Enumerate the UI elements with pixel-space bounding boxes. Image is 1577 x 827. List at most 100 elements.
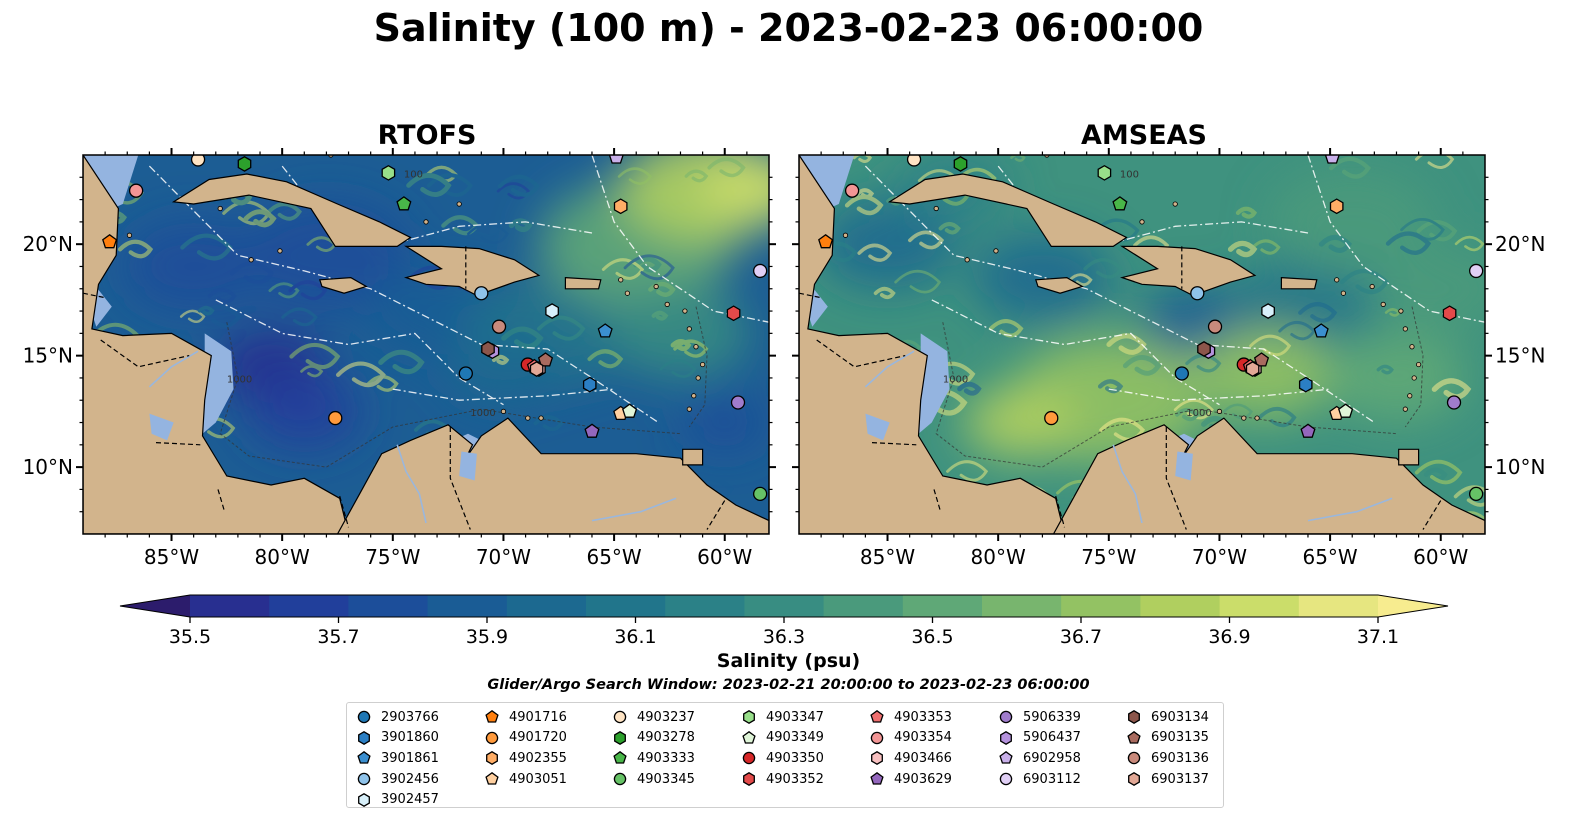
circle-marker-icon bbox=[870, 731, 884, 745]
map-panel-amseas: 1000 1000 100 85°W 80°W 75°W 70°W 65°W 60°W 20°N 1… bbox=[792, 148, 1545, 569]
float-marker-6903112 bbox=[752, 263, 768, 279]
colorbar-bin bbox=[823, 595, 904, 617]
colorbar-tick-label: 35.9 bbox=[466, 626, 508, 648]
float-marker-2903766 bbox=[1174, 366, 1189, 381]
island bbox=[964, 257, 970, 263]
lon-tick-label: 65°W bbox=[1302, 545, 1357, 569]
island bbox=[624, 290, 630, 296]
legend-item-3901860: 3901860 bbox=[355, 728, 439, 749]
legend-marker-3901860 bbox=[358, 730, 370, 745]
legend-label: 5906437 bbox=[1023, 730, 1081, 746]
lat-tick-label: 15°N bbox=[1495, 344, 1545, 368]
island bbox=[1380, 301, 1386, 307]
legend-item-6903134: 6903134 bbox=[1125, 707, 1209, 728]
legend-label: 4901720 bbox=[509, 730, 567, 746]
legend-marker-4903354 bbox=[870, 731, 884, 745]
float-marker-4903345 bbox=[752, 486, 768, 502]
colorbar-bin bbox=[427, 595, 508, 617]
island bbox=[664, 301, 670, 307]
float-marker-4903629 bbox=[1300, 423, 1316, 438]
legend-label: 3901861 bbox=[381, 750, 439, 766]
country-border bbox=[1055, 495, 1066, 528]
island bbox=[1340, 290, 1346, 296]
lat-tick-label: 10°N bbox=[1495, 455, 1545, 479]
land-south-america bbox=[1052, 417, 1485, 534]
bathymetry-contours bbox=[219, 306, 708, 468]
hexagon-marker-icon bbox=[1128, 772, 1140, 787]
legend-label: 6903135 bbox=[1151, 730, 1209, 746]
legend-label: 4903333 bbox=[637, 750, 695, 766]
legend-label: 4903350 bbox=[766, 750, 824, 766]
float-marker-3901860 bbox=[1298, 376, 1313, 393]
legend-label: 4903237 bbox=[637, 709, 695, 725]
float-marker-4903278 bbox=[953, 156, 968, 172]
legend-marker-2903766 bbox=[357, 711, 371, 724]
pentagon-marker-icon bbox=[485, 710, 499, 723]
float-marker-6903135 bbox=[537, 352, 554, 367]
lake-maracaibo bbox=[1175, 451, 1193, 481]
land-hispaniola bbox=[1119, 245, 1257, 297]
colorbar-bin bbox=[348, 595, 429, 617]
map-panel-rtofs: 1000 1000 100 85°W 80°W 75°W 70°W 65°W 60°W 20°N 1… bbox=[23, 148, 776, 569]
float-marker-3901861 bbox=[1313, 323, 1329, 338]
island bbox=[1411, 375, 1417, 381]
float-marker-6903134 bbox=[481, 341, 495, 357]
map-frame bbox=[798, 154, 1486, 535]
legend-item-4903354: 4903354 bbox=[868, 728, 952, 749]
legend-column: 2903766 3901860 3901861 3902456 3902457 bbox=[355, 707, 439, 810]
map-ticks bbox=[76, 148, 776, 541]
figure-title: Salinity (100 m) - 2023-02-23 06:00:00 bbox=[373, 6, 1204, 50]
legend-item-4903347: 4903347 bbox=[740, 707, 824, 728]
land-cuba bbox=[887, 173, 1128, 247]
land-south-america bbox=[336, 417, 769, 534]
legend-item-6902958: 6902958 bbox=[997, 748, 1081, 769]
legend-label: 4902355 bbox=[509, 750, 567, 766]
legend-marker-4903353 bbox=[870, 710, 884, 723]
hexagon-marker-icon bbox=[614, 730, 626, 745]
river bbox=[591, 497, 677, 522]
float-marker-4903345 bbox=[1468, 486, 1484, 502]
colorbar-bin bbox=[269, 595, 349, 617]
legend-marker-3902457 bbox=[358, 792, 370, 807]
pentagon-marker-icon bbox=[1127, 730, 1141, 744]
legend-label: 2903766 bbox=[381, 709, 439, 725]
float-marker-4903333 bbox=[396, 196, 412, 211]
float-marker-6903136 bbox=[491, 319, 507, 334]
float-marker-4901720 bbox=[328, 410, 343, 426]
colorbar-tick-label: 35.5 bbox=[169, 626, 211, 648]
float-marker-4903237 bbox=[906, 155, 922, 167]
legend-item-6903112: 6903112 bbox=[997, 769, 1081, 790]
legend-label: 6903136 bbox=[1151, 750, 1209, 766]
island bbox=[217, 205, 223, 212]
legend-label: 4903354 bbox=[894, 730, 952, 746]
lon-tick-label: 65°W bbox=[586, 545, 641, 569]
lon-tick-label: 85°W bbox=[144, 545, 199, 569]
contour-label: 1000 bbox=[470, 408, 495, 419]
island bbox=[500, 408, 507, 414]
legend-item-4903349: 4903349 bbox=[740, 728, 824, 749]
island bbox=[682, 308, 688, 314]
float-marker-4903352 bbox=[726, 305, 741, 322]
float-marker-3902456 bbox=[1190, 286, 1205, 301]
legend-column: 4903353 4903354 4903466 4903629 bbox=[868, 707, 952, 789]
land-central-america bbox=[799, 155, 1066, 534]
island bbox=[1409, 344, 1415, 350]
legend-label: 3901860 bbox=[381, 730, 439, 746]
island bbox=[1398, 308, 1404, 314]
legend-marker-5906339 bbox=[999, 711, 1013, 724]
land-jamaica bbox=[318, 276, 368, 294]
float-marker-4901720 bbox=[1044, 410, 1059, 426]
legend-marker-4902355 bbox=[486, 751, 498, 766]
circle-marker-icon bbox=[742, 752, 756, 765]
float-marker-3902456 bbox=[474, 286, 489, 301]
float-marker-3902457 bbox=[1261, 303, 1275, 319]
island bbox=[618, 277, 624, 283]
legend-item-3901861: 3901861 bbox=[355, 748, 439, 769]
legend-item-5906437: 5906437 bbox=[997, 728, 1081, 749]
legend-label: 3902457 bbox=[381, 792, 439, 808]
lake-nicaragua bbox=[865, 413, 890, 441]
contour-label: 1000 bbox=[943, 374, 968, 385]
land-trinidad bbox=[682, 448, 704, 466]
legend-item-3902456: 3902456 bbox=[355, 769, 439, 790]
